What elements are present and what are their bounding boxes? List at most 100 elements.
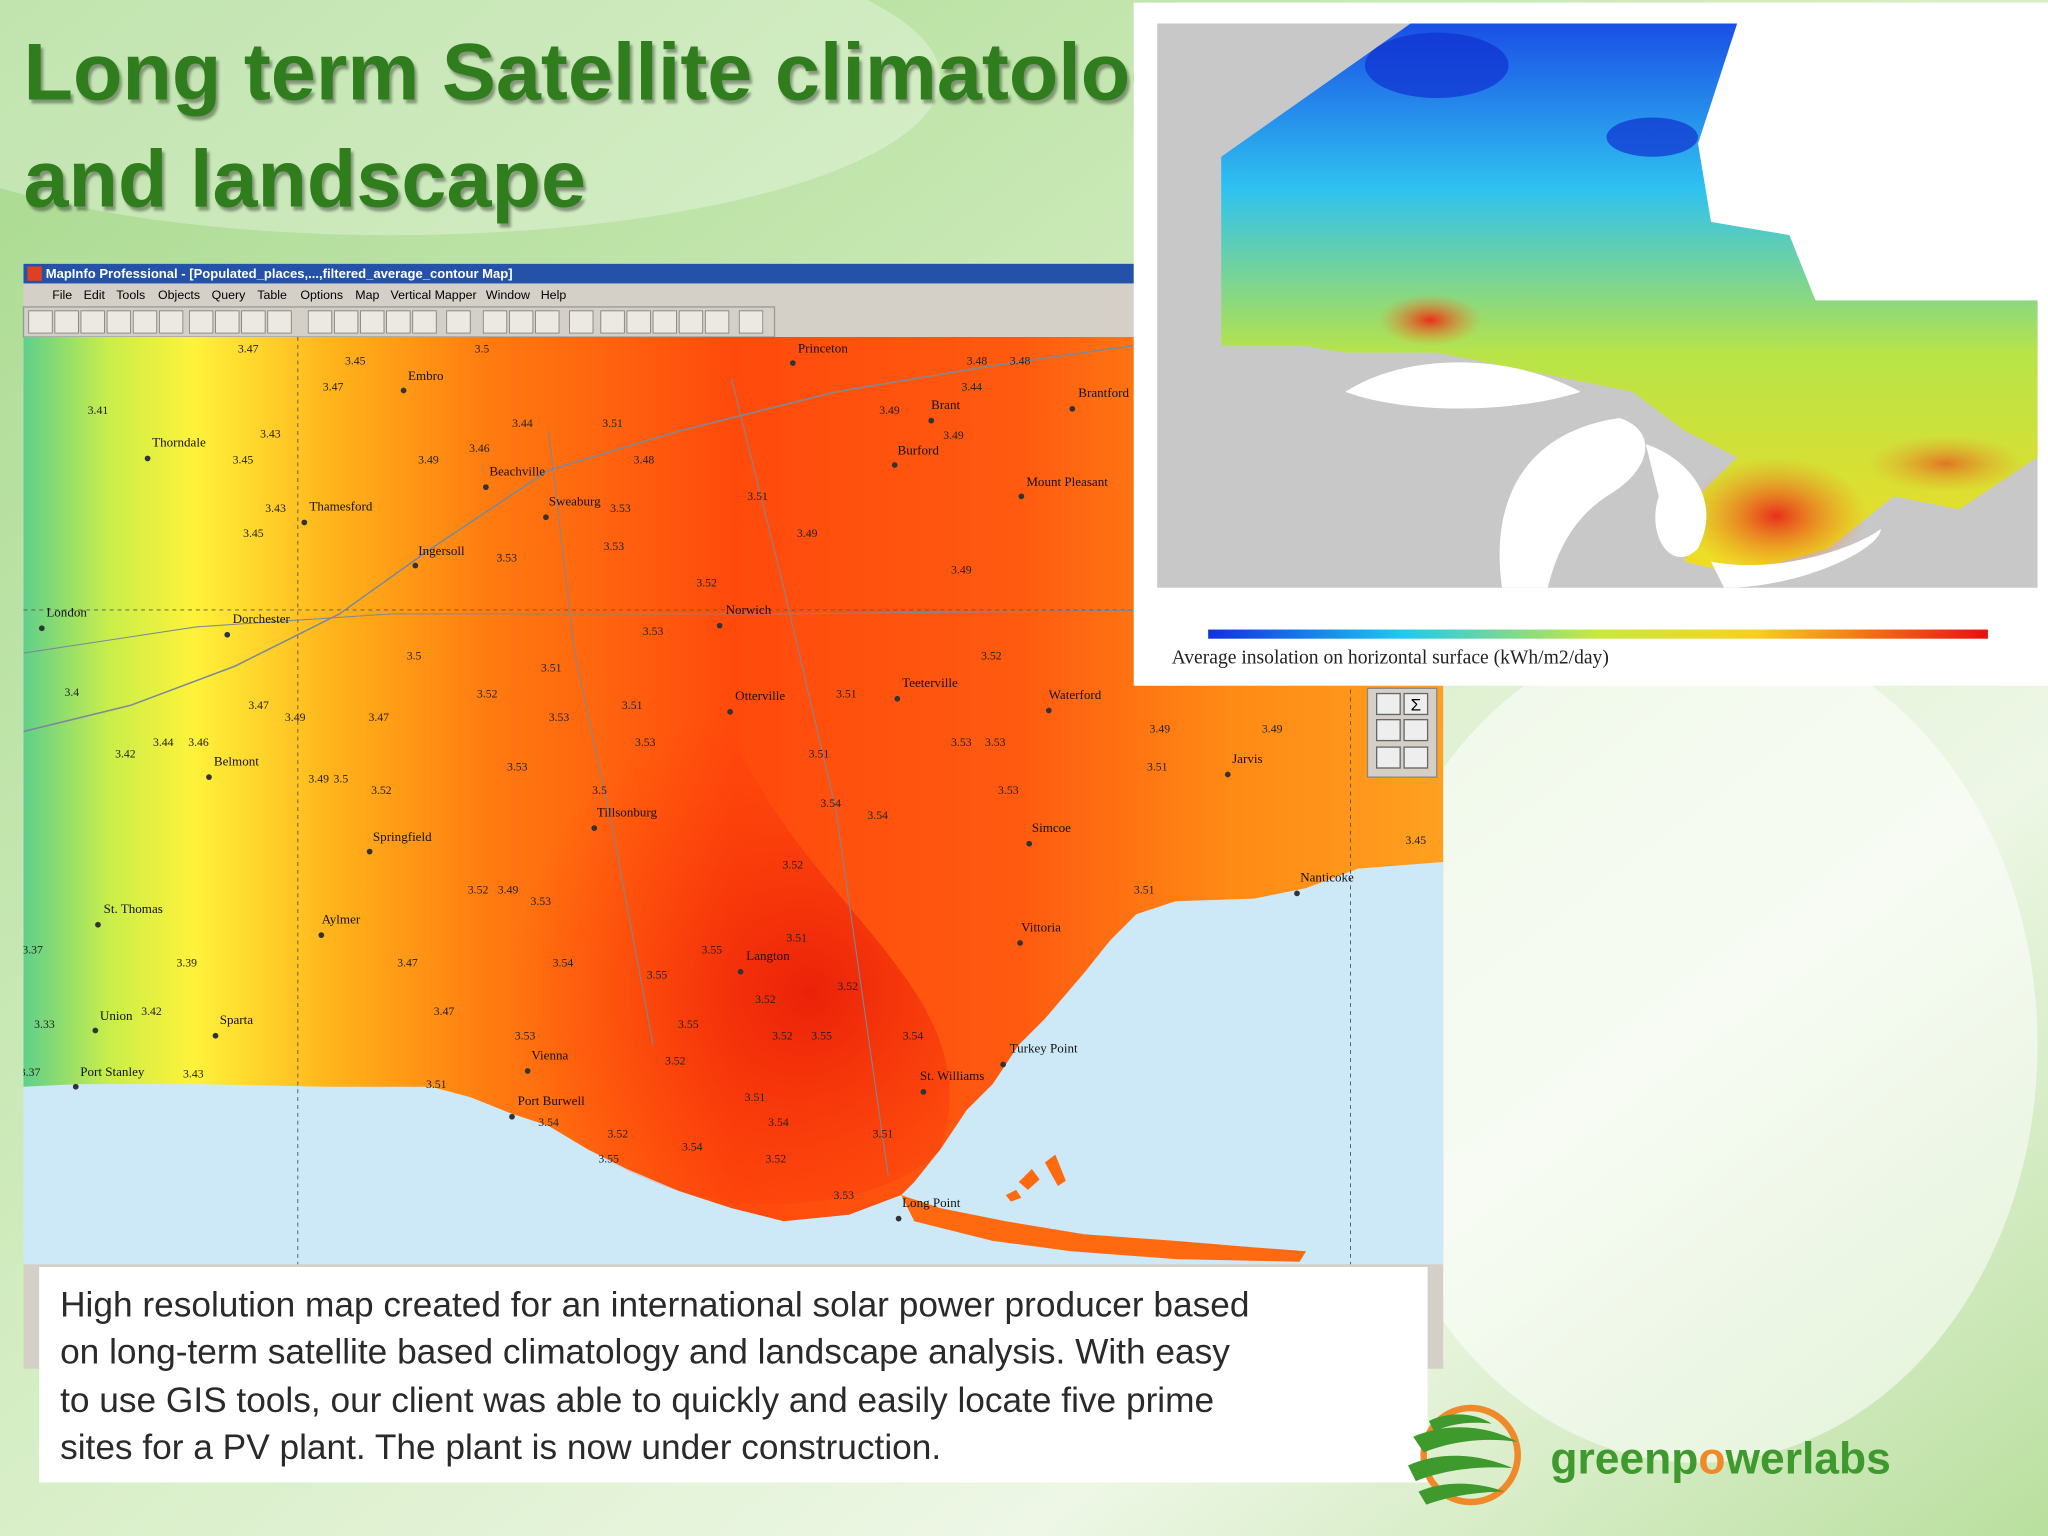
- menu-item[interactable]: File: [52, 288, 72, 302]
- contour-value: 3.51: [622, 699, 643, 712]
- hot-zone: [372, 442, 950, 1205]
- place-label: Princeton: [798, 341, 848, 356]
- toolbar-button[interactable]: [626, 310, 651, 334]
- contour-value: 3.44: [961, 381, 982, 394]
- place-label: St. Williams: [920, 1068, 984, 1083]
- toolbar-button[interactable]: [188, 310, 214, 334]
- contour-value: 3.51: [1134, 883, 1155, 896]
- place-label: Thamesford: [309, 499, 373, 514]
- contour-value: 3.47: [368, 711, 389, 724]
- contour-value: 3.42: [141, 1005, 162, 1018]
- contour-labels: 3.473.453.53.473.413.433.45 3.493.463.44 3…: [24, 343, 1427, 1202]
- toolbar-button[interactable]: [132, 310, 158, 334]
- contour-value: 3.49: [943, 429, 964, 442]
- palette-button[interactable]: [1403, 719, 1429, 742]
- toolbar-button[interactable]: [446, 310, 471, 334]
- inset-low-zone: [1364, 32, 1509, 98]
- toolbar-button[interactable]: [386, 310, 411, 334]
- description-box: [39, 1266, 1428, 1483]
- contour-value: 3.53: [530, 895, 551, 908]
- inset-hot-zone: [1867, 434, 2025, 493]
- contour-value: 3.49: [418, 454, 439, 467]
- contour-value: 3.52: [766, 1152, 787, 1165]
- contour-value: 3.45: [1406, 834, 1427, 847]
- menu-item[interactable]: Vertical Mapper: [391, 288, 477, 302]
- toolbar-button[interactable]: [678, 310, 704, 334]
- place-dot: [1026, 840, 1033, 847]
- inset-hot-zone: [1684, 457, 1868, 575]
- place-label: Vienna: [531, 1047, 568, 1062]
- toolbar-button[interactable]: [241, 310, 266, 334]
- toolbar-button[interactable]: [80, 310, 105, 334]
- contour-value: 3.53: [635, 736, 656, 749]
- toolbar-button[interactable]: [307, 310, 333, 334]
- contour-value: 3.51: [809, 748, 830, 761]
- contour-value: 3.54: [538, 1116, 559, 1129]
- menu-item[interactable]: Tools: [116, 288, 145, 302]
- contour-value: 3.49: [285, 711, 306, 724]
- menu-item[interactable]: Edit: [84, 288, 106, 302]
- toolbar-button[interactable]: [360, 310, 385, 334]
- place-dot: [38, 625, 45, 632]
- menu-item[interactable]: Map: [355, 288, 379, 302]
- toolbar-button[interactable]: [333, 310, 359, 334]
- menu-item[interactable]: Query: [212, 288, 247, 302]
- place-dot: [400, 387, 407, 394]
- contour-value: 3.52: [837, 980, 858, 993]
- place-label: Belmont: [214, 753, 259, 768]
- place-label: Otterville: [735, 688, 785, 703]
- palette-button[interactable]: [1403, 746, 1429, 769]
- toolbar-button[interactable]: [569, 310, 594, 334]
- place-dot: [789, 360, 796, 366]
- toolbar-button[interactable]: [482, 310, 508, 334]
- place-dot: [1224, 771, 1231, 778]
- place-label: Union: [100, 1008, 133, 1023]
- toolbar-button[interactable]: [54, 310, 79, 334]
- background-glow: [0, 0, 941, 236]
- toolbar-button[interactable]: [704, 310, 730, 334]
- toolbar-button[interactable]: [508, 310, 534, 334]
- menu-item[interactable]: Table: [257, 288, 287, 302]
- palette-button[interactable]: [1376, 692, 1401, 716]
- place-dot: [727, 708, 733, 715]
- toolbar-button[interactable]: [28, 310, 53, 334]
- window-title-bar: [23, 263, 1444, 284]
- place-label: Turkey Point: [1010, 1041, 1078, 1056]
- toolbar-button[interactable]: [215, 310, 240, 334]
- toolbar-button[interactable]: [412, 310, 437, 334]
- place-dot: [212, 1032, 219, 1039]
- inset-map: Average insolation on horizontal surface…: [1133, 2, 2048, 686]
- menu-item[interactable]: Objects: [158, 288, 200, 302]
- toolbar-button[interactable]: [738, 310, 764, 334]
- place-label: Burford: [898, 443, 940, 458]
- place-dot: [1294, 890, 1300, 897]
- place-dot: [716, 622, 723, 629]
- toolbar-button[interactable]: [652, 310, 677, 334]
- palette-button[interactable]: [1376, 719, 1401, 742]
- menu-item[interactable]: Options: [300, 288, 343, 302]
- place-label: Thorndale: [152, 435, 206, 450]
- palette-button[interactable]: [1376, 746, 1401, 769]
- place-label: Norwich: [726, 602, 772, 617]
- menu-item[interactable]: Help: [541, 288, 567, 302]
- description-line: on long-term satellite based climatology…: [60, 1333, 1230, 1372]
- contour-value: 3.51: [747, 490, 768, 503]
- inset-hot-zone: [1377, 293, 1483, 347]
- toolbar-button[interactable]: [600, 310, 625, 334]
- place-label: Port Burwell: [518, 1093, 585, 1108]
- toolbar-button[interactable]: [535, 310, 560, 334]
- contour-value: 3.48: [1010, 354, 1031, 367]
- road: [730, 378, 889, 1176]
- contour-value: 3.54: [867, 809, 888, 822]
- toolbar-button[interactable]: [158, 310, 184, 334]
- palette-button[interactable]: [1403, 692, 1429, 716]
- toolbar-button[interactable]: [106, 310, 132, 334]
- contour-value: 3.44: [512, 417, 533, 430]
- menu-item[interactable]: Window: [486, 288, 530, 302]
- toolbar-button[interactable]: [267, 310, 292, 334]
- contour-value: 3.51: [745, 1091, 766, 1104]
- place-dot: [928, 417, 935, 424]
- place-label: Mount Pleasant: [1026, 474, 1108, 489]
- road: [23, 338, 1176, 733]
- toolbar: [22, 306, 776, 338]
